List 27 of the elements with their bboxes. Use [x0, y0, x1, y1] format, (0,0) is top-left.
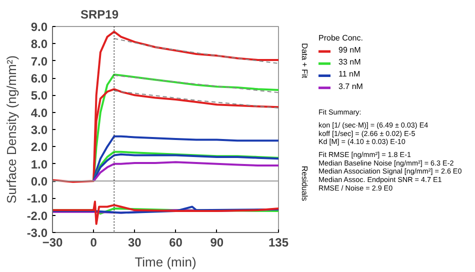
x-tick-label: 0	[90, 236, 98, 250]
y-tick-label: 9.0	[30, 20, 48, 34]
y-tick-label: 3.0	[30, 123, 48, 137]
y-tick-label: 8.0	[30, 37, 48, 52]
legend-title: Probe Conc.	[318, 33, 363, 42]
y-tick-label: -1.0	[26, 192, 48, 206]
y-tick-label: 5.0	[30, 88, 48, 103]
text: Residuals	[300, 166, 309, 201]
y-tick-label: 0.0	[30, 174, 48, 188]
x-axis-title: Time (min)	[134, 254, 196, 270]
x-tick-label: 30	[128, 236, 142, 250]
legend-label: 3.7 nM	[338, 82, 364, 91]
y-tick-label: 6.0	[30, 72, 48, 86]
y-tick-label: 1.0	[30, 157, 48, 172]
legend-label: 33 nM	[338, 58, 362, 67]
text: Data + Fit	[300, 43, 309, 79]
legend-label: 99 nM	[338, 45, 362, 54]
y-tick-label: 2.0	[30, 140, 48, 154]
x-tick-label: 90	[210, 236, 224, 250]
legend-label: 11 nM	[338, 70, 360, 79]
x-tick-label: 135	[268, 236, 289, 250]
y-tick-label: -2.0	[26, 208, 48, 223]
chart-title: SRP19	[80, 8, 119, 22]
y-axis-title: Surface Density (ng/mm²)	[4, 55, 19, 204]
y-tick-label: 7.0	[30, 54, 48, 68]
x-tick-label: 60	[169, 236, 183, 250]
y-tick-label: 4.0	[30, 106, 48, 120]
